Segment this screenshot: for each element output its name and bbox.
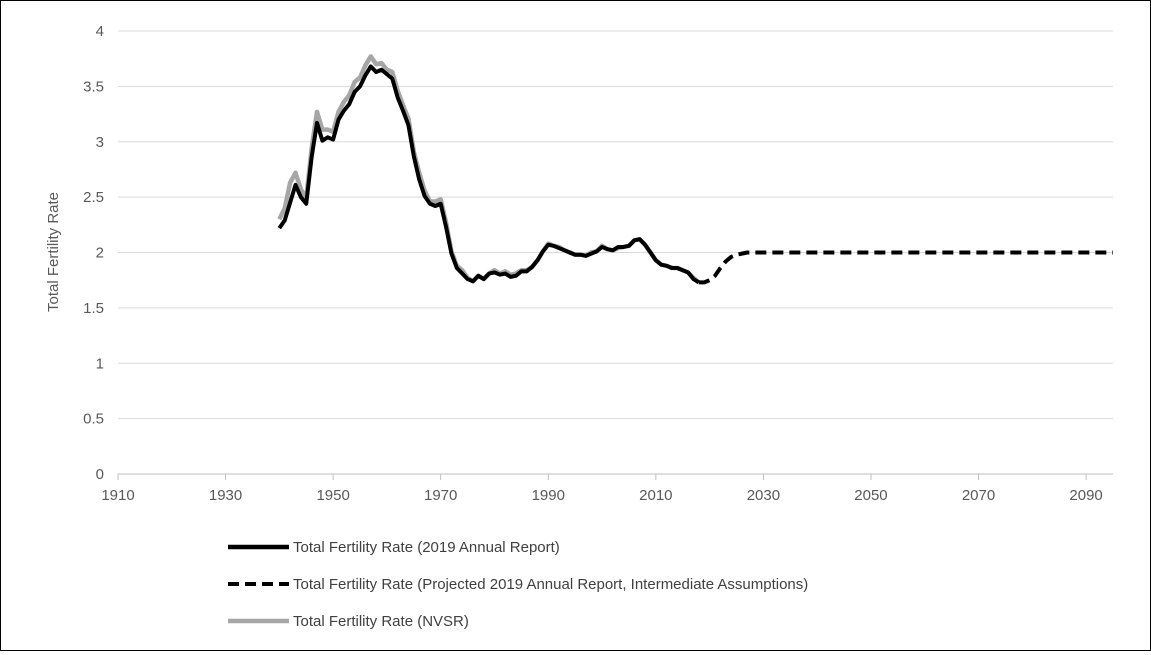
y-tick-label: 0.5	[83, 411, 104, 428]
legend-label-1: Total Fertility Rate (Projected 2019 Ann…	[293, 576, 808, 593]
y-tick-label: 4	[96, 23, 104, 40]
x-axis-tick-labels: 1910 1930 1950 1970 1990 2010 2030 2050 2070 2090	[101, 487, 1102, 504]
x-tick-label: 2010	[639, 487, 672, 504]
x-axis	[117, 473, 1113, 480]
x-tick-label: 2030	[747, 487, 780, 504]
x-tick-label: 1910	[101, 487, 134, 504]
y-tick-label: 2	[96, 245, 104, 262]
series-line-0	[277, 64, 700, 285]
y-axis-tick-labels: 0 0.5 1 1.5 2 2.5 3 3.5 4	[83, 23, 104, 483]
series-line-2	[277, 54, 701, 285]
y-tick-label: 3.5	[83, 78, 104, 95]
x-tick-label: 2050	[854, 487, 887, 504]
legend: Total Fertility Rate (2019 Annual Report…	[228, 539, 808, 630]
horizontal-gridlines	[118, 30, 1113, 420]
y-tick-label: 2.5	[83, 189, 104, 206]
x-tick-label: 1970	[424, 487, 457, 504]
x-tick-label: 2070	[962, 487, 995, 504]
y-tick-label: 1.5	[83, 300, 104, 317]
series-line-1	[698, 250, 1113, 285]
y-tick-label: 0	[96, 466, 104, 483]
x-tick-label: 1990	[532, 487, 565, 504]
x-tick-label: 2090	[1069, 487, 1102, 504]
series-lines	[277, 54, 1113, 285]
x-tick-label: 1930	[209, 487, 242, 504]
x-tick-label: 1950	[316, 487, 349, 504]
y-tick-label: 1	[96, 355, 104, 372]
legend-label-2: Total Fertility Rate (NVSR)	[293, 613, 469, 630]
y-axis-title: Total Fertility Rate	[45, 192, 62, 312]
y-tick-label: 3	[96, 134, 104, 151]
legend-label-0: Total Fertility Rate (2019 Annual Report…	[293, 539, 560, 556]
